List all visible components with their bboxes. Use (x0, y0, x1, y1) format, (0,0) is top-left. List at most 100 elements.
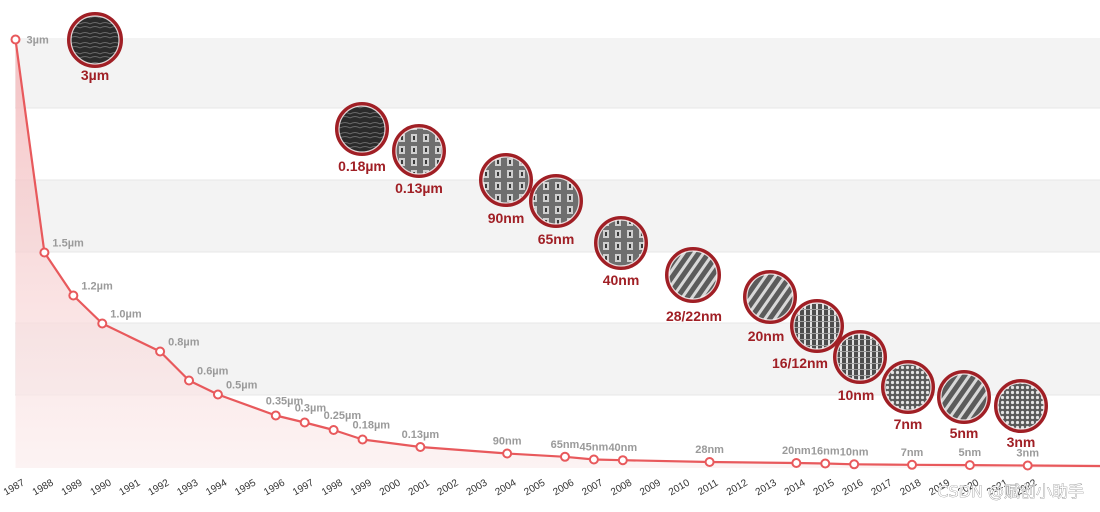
x-tick-2016: 2016 (841, 477, 866, 498)
node-image-ring (597, 219, 645, 267)
x-tick-1987: 1987 (2, 477, 27, 498)
series-area (15, 39, 1100, 468)
x-tick-2006: 2006 (551, 477, 576, 498)
point-label-0-25um: 0.25µm (324, 410, 362, 422)
data-point-5nm[interactable] (964, 460, 975, 471)
x-tick-2015: 2015 (812, 477, 837, 498)
point-label-3um: 3µm (27, 35, 49, 47)
x-tick-1991: 1991 (118, 477, 143, 498)
data-point-3um[interactable] (10, 34, 21, 45)
data-point-1-5um[interactable] (39, 247, 50, 258)
x-tick-2003: 2003 (465, 477, 490, 498)
x-tick-1995: 1995 (233, 477, 258, 498)
node-image (67, 12, 123, 68)
node-image-ring (532, 177, 580, 225)
x-tick-2001: 2001 (407, 477, 432, 498)
node-image (937, 370, 991, 424)
callout-28-22nm: 28/22nm (665, 247, 722, 324)
data-point-7nm[interactable] (907, 459, 918, 470)
data-point-0-6um[interactable] (184, 375, 195, 386)
node-image-ring (836, 333, 884, 381)
x-tick-2017: 2017 (869, 477, 894, 498)
x-tick-2011: 2011 (696, 477, 721, 497)
x-tick-2005: 2005 (522, 477, 547, 498)
point-label-0-18um: 0.18µm (353, 420, 391, 432)
data-point-1-2um[interactable] (68, 290, 79, 301)
x-tick-1989: 1989 (60, 477, 85, 498)
callout-0-13um: 0.13µm (392, 124, 446, 196)
callout-label-65nm: 65nm (538, 231, 575, 247)
x-tick-1996: 1996 (262, 477, 287, 498)
point-label-1-2um: 1.2µm (81, 281, 113, 293)
point-label-20nm: 20nm (782, 445, 811, 457)
data-point-0-13um[interactable] (415, 442, 426, 452)
x-tick-1999: 1999 (349, 477, 374, 498)
node-image (479, 153, 533, 207)
node-image-ring (746, 273, 794, 321)
data-point-0-25um[interactable] (328, 425, 339, 435)
x-tick-1988: 1988 (31, 477, 56, 498)
callout-label-20nm: 20nm (748, 328, 785, 344)
series-line (14, 39, 1100, 468)
callout-label-5nm: 5nm (950, 425, 979, 441)
x-tick-2014: 2014 (783, 477, 808, 498)
point-label-45nm: 45nm (580, 442, 609, 454)
callout-5nm: 5nm (937, 370, 991, 441)
node-image (594, 216, 648, 270)
data-point-20nm[interactable] (791, 458, 802, 468)
callout-90nm: 90nm (479, 153, 533, 226)
node-image-ring (338, 105, 386, 153)
data-point-28nm[interactable] (704, 457, 715, 467)
data-point-45nm[interactable] (588, 454, 599, 465)
data-point-0-8um[interactable] (155, 346, 166, 357)
data-point-0-5um[interactable] (212, 389, 223, 400)
node-image-ring (884, 363, 932, 411)
point-label-3nm: 3nm (1016, 448, 1039, 460)
callout-label-7nm: 7nm (894, 416, 923, 432)
callout-label-0-13um: 0.13µm (395, 180, 443, 196)
point-label-65nm: 65nm (551, 439, 580, 451)
x-tick-1992: 1992 (146, 477, 171, 498)
callout-10nm: 10nm (833, 330, 887, 403)
data-point-40nm[interactable] (617, 455, 628, 466)
node-image-ring (793, 302, 841, 350)
point-label-40nm: 40nm (608, 442, 637, 454)
node-image (881, 360, 935, 414)
callout-65nm: 65nm (529, 174, 583, 247)
x-tick-1993: 1993 (175, 477, 200, 498)
point-label-0-6um: 0.6µm (197, 366, 229, 378)
data-point-10nm[interactable] (849, 459, 860, 470)
callout-7nm: 7nm (881, 360, 935, 432)
data-point-3nm[interactable] (1022, 460, 1033, 471)
x-tick-2010: 2010 (667, 477, 692, 498)
data-point-0-3um[interactable] (299, 417, 310, 428)
callout-0-18um: 0.18µm (335, 102, 389, 174)
node-image (790, 299, 844, 353)
callout-label-0-18um: 0.18µm (338, 158, 386, 174)
x-tick-1990: 1990 (89, 477, 114, 498)
x-tick-1994: 1994 (204, 477, 229, 498)
node-image (665, 247, 721, 303)
grid-band (15, 38, 1100, 108)
data-point-65nm[interactable] (559, 451, 570, 462)
node-image-ring (482, 156, 530, 204)
callout-label-3nm: 3nm (1007, 434, 1036, 450)
data-point-1-0um[interactable] (97, 318, 108, 329)
data-point-90nm[interactable] (502, 448, 513, 459)
node-image-ring (395, 127, 443, 175)
node-image-ring (70, 15, 120, 65)
x-tick-1997: 1997 (291, 477, 316, 498)
point-label-7nm: 7nm (901, 447, 924, 459)
node-image-ring (997, 382, 1045, 430)
callout-3nm: 3nm (994, 379, 1048, 450)
data-point-16nm[interactable] (820, 458, 831, 469)
callout-label-40nm: 40nm (603, 272, 640, 288)
data-point-0-18um[interactable] (357, 434, 368, 445)
node-image (335, 102, 389, 156)
x-tick-2009: 2009 (638, 477, 663, 498)
node-image-ring (940, 373, 988, 421)
data-point-0-35um[interactable] (270, 410, 281, 421)
point-label-1-5um: 1.5µm (52, 238, 84, 250)
point-label-28nm: 28nm (695, 444, 724, 456)
